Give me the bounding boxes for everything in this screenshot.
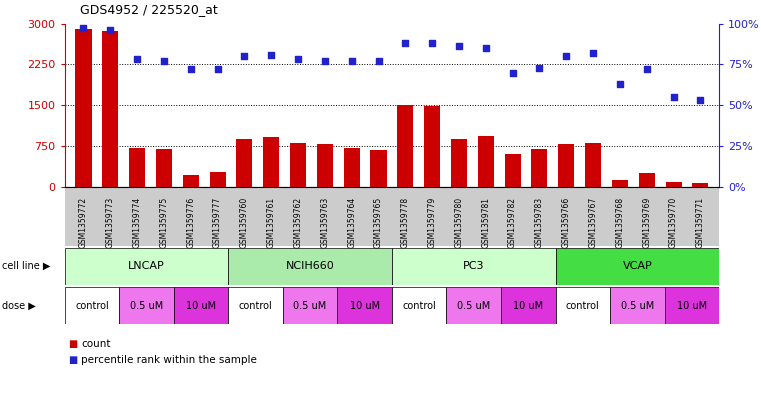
Bar	[478, 136, 494, 187]
Point	[426, 40, 438, 46]
Text: control: control	[403, 301, 436, 310]
Text: PC3: PC3	[463, 261, 485, 271]
Bar	[209, 172, 225, 187]
Text: 10 uM: 10 uM	[186, 301, 216, 310]
Text: control: control	[239, 301, 272, 310]
Bar	[397, 105, 413, 187]
Bar	[263, 137, 279, 187]
Bar	[344, 147, 360, 187]
Text: 0.5 uM: 0.5 uM	[621, 301, 654, 310]
Point	[400, 40, 412, 46]
Text: 0.5 uM: 0.5 uM	[130, 301, 163, 310]
Text: dose ▶: dose ▶	[2, 301, 36, 310]
Bar	[666, 182, 682, 187]
Bar	[65, 287, 119, 324]
Text: 0.5 uM: 0.5 uM	[294, 301, 326, 310]
Point	[614, 81, 626, 87]
Bar	[556, 248, 719, 285]
Text: count: count	[81, 339, 111, 349]
Bar	[392, 287, 447, 324]
Bar	[451, 140, 467, 187]
Point	[453, 43, 465, 50]
Bar	[317, 144, 333, 187]
Text: VCAP: VCAP	[622, 261, 652, 271]
Bar	[228, 287, 283, 324]
Point	[158, 58, 170, 64]
Bar	[174, 287, 228, 324]
Point	[372, 58, 384, 64]
Point	[265, 51, 277, 58]
Point	[185, 66, 197, 72]
Text: 10 uM: 10 uM	[677, 301, 707, 310]
Bar	[531, 149, 547, 187]
Point	[560, 53, 572, 59]
Point	[641, 66, 653, 72]
Bar	[610, 287, 664, 324]
Point	[694, 97, 706, 103]
Point	[292, 56, 304, 62]
Bar	[119, 287, 174, 324]
Point	[479, 45, 492, 51]
Bar	[237, 140, 253, 187]
Text: ■: ■	[68, 339, 78, 349]
Point	[78, 25, 90, 31]
Bar	[447, 287, 501, 324]
Bar	[693, 183, 708, 187]
Bar	[392, 248, 556, 285]
Bar	[559, 144, 575, 187]
Point	[587, 50, 599, 56]
Text: 10 uM: 10 uM	[349, 301, 380, 310]
Bar	[129, 147, 145, 187]
Bar	[283, 287, 337, 324]
Bar	[612, 180, 628, 187]
Point	[507, 69, 519, 75]
Point	[345, 58, 358, 64]
Bar	[501, 287, 556, 324]
Text: cell line ▶: cell line ▶	[2, 261, 51, 271]
Point	[667, 94, 680, 100]
Bar	[505, 154, 521, 187]
Text: control: control	[566, 301, 600, 310]
Bar	[75, 29, 91, 187]
Bar	[585, 143, 601, 187]
Point	[212, 66, 224, 72]
Text: percentile rank within the sample: percentile rank within the sample	[81, 354, 257, 365]
Bar	[228, 248, 392, 285]
Text: 0.5 uM: 0.5 uM	[457, 301, 490, 310]
Bar	[424, 106, 440, 187]
Bar	[337, 287, 392, 324]
Point	[104, 27, 116, 33]
Text: NCIH660: NCIH660	[285, 261, 335, 271]
Bar	[65, 248, 228, 285]
Bar	[183, 175, 199, 187]
Text: 10 uM: 10 uM	[513, 301, 543, 310]
Bar	[664, 287, 719, 324]
Text: LNCAP: LNCAP	[128, 261, 165, 271]
Point	[533, 64, 546, 71]
Text: control: control	[75, 301, 109, 310]
Bar	[102, 31, 118, 187]
Text: ■: ■	[68, 354, 78, 365]
Bar	[638, 173, 654, 187]
Point	[131, 56, 143, 62]
Bar	[156, 149, 172, 187]
Text: GDS4952 / 225520_at: GDS4952 / 225520_at	[80, 3, 218, 16]
Bar	[371, 150, 387, 187]
Point	[238, 53, 250, 59]
Bar	[290, 143, 306, 187]
Point	[319, 58, 331, 64]
Bar	[556, 287, 610, 324]
